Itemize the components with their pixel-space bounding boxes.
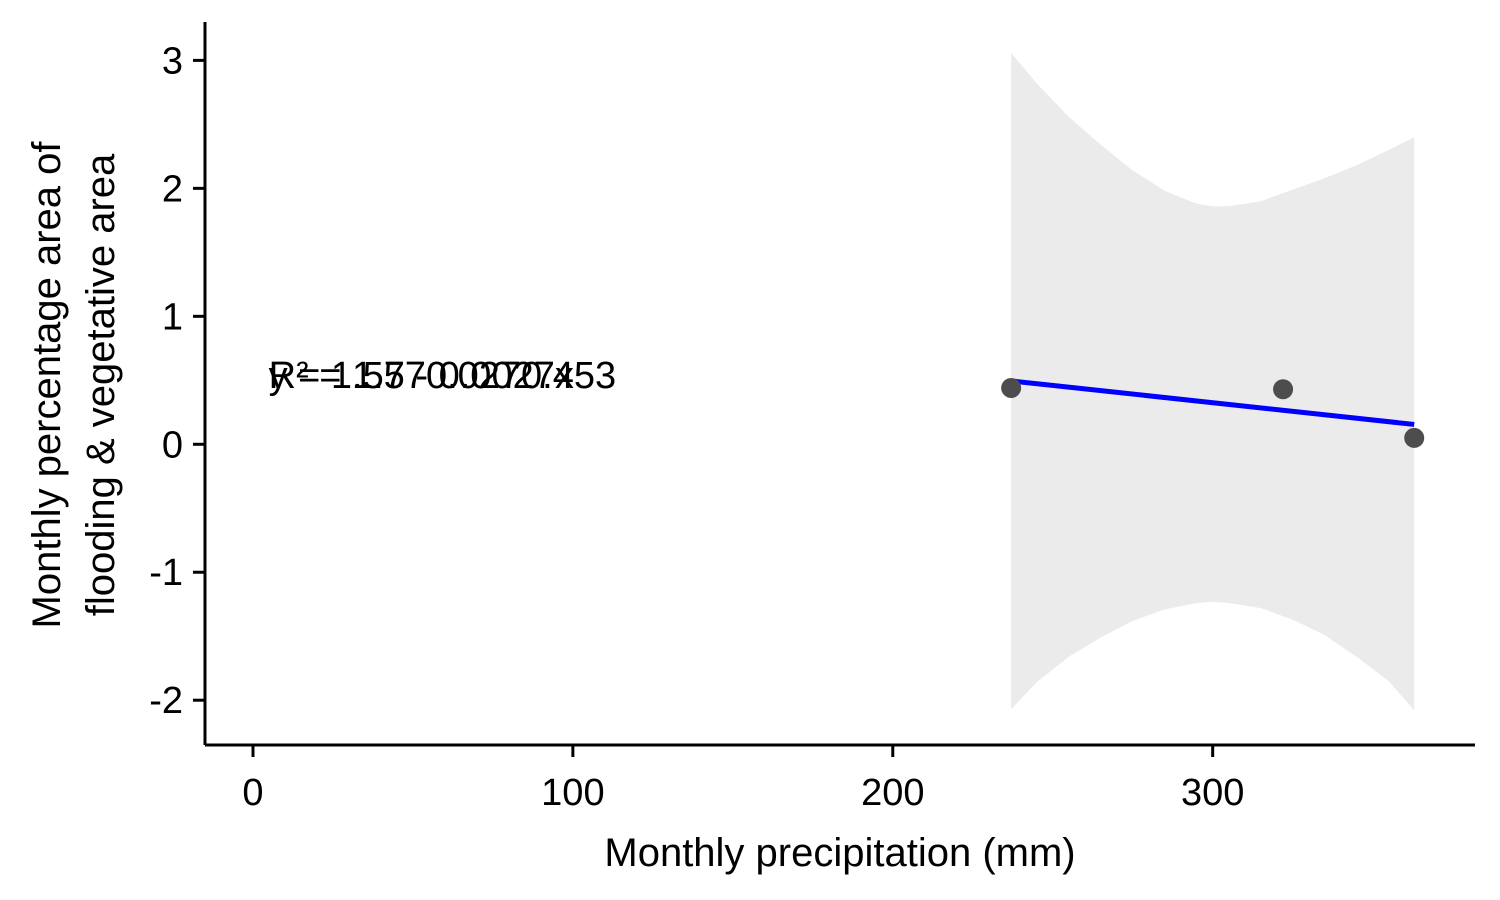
y-axis-title: Monthly percentage area of flooding & ve… (25, 141, 123, 629)
x-tick-label-200: 200 (861, 772, 924, 814)
y-tick-label--1: -1 (149, 552, 183, 594)
y-tick-label-3: 3 (162, 40, 183, 82)
y-axis-title-line-2: flooding & vegetative area (79, 153, 123, 616)
x-ticks: 0 100 200 300 (242, 745, 1244, 814)
x-tick-label-100: 100 (541, 772, 604, 814)
annotation-1: y = 1.57 - 0.0027x (269, 355, 574, 397)
fit-line-layer (1010, 378, 1415, 427)
y-axis-title-line-1: Monthly percentage area of (25, 141, 69, 629)
y-tick-label-0: 0 (162, 424, 183, 466)
data-point-3 (1404, 427, 1425, 448)
x-tick-label-0: 0 (242, 772, 263, 814)
y-tick-label--2: -2 (149, 680, 183, 722)
y-tick-label-2: 2 (162, 168, 183, 210)
y-tick-label-1: 1 (162, 296, 183, 338)
annotation-2: R² = 1.570.0270.453 (269, 355, 617, 397)
regression-line (1010, 378, 1415, 427)
confidence-band (1011, 52, 1415, 711)
x-axis-title: Monthly precipitation (mm) (604, 831, 1075, 875)
axes-layer (203, 22, 1475, 747)
data-point-2 (1273, 379, 1294, 400)
y-ticks: 3 2 1 0 -1 -2 (149, 40, 205, 722)
x-tick-label-300: 300 (1181, 772, 1244, 814)
data-points-layer (1001, 377, 1425, 448)
data-point-1 (1001, 377, 1022, 398)
confidence-band-layer (1011, 52, 1415, 711)
